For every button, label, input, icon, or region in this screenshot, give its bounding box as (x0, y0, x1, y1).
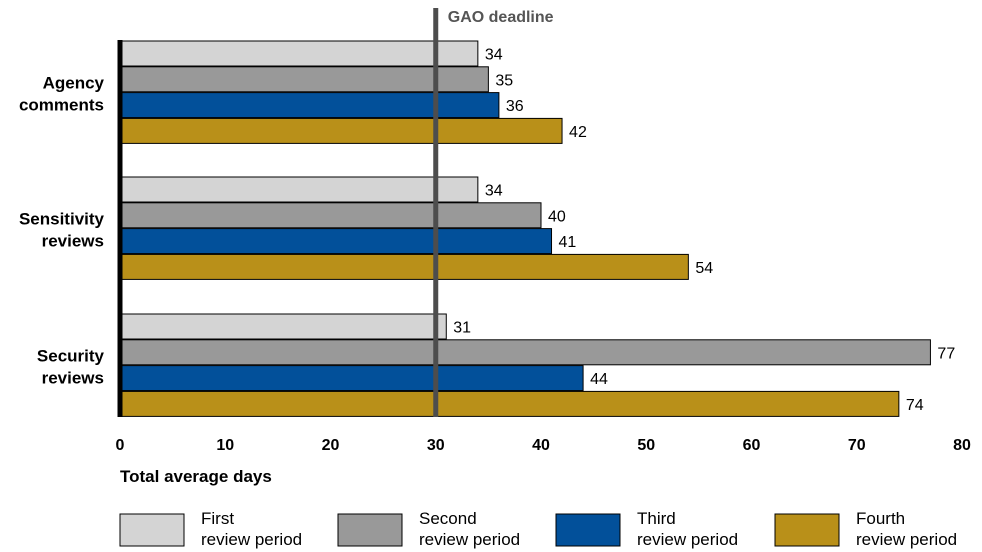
legend-label-line: Second (419, 509, 477, 528)
bar-value-label: 44 (590, 371, 608, 388)
bar (119, 40, 479, 67)
bar (119, 202, 542, 229)
legend-label-line: Third (637, 509, 676, 528)
x-tick-labels-layer: 0 10 20 30 40 50 60 70 80 (116, 437, 971, 454)
legend-label-line: review period (856, 530, 957, 549)
legend-swatch (337, 513, 403, 547)
legend-swatch (555, 513, 621, 547)
x-tick-label: 70 (848, 437, 866, 454)
bar (119, 339, 931, 366)
bar (119, 390, 900, 417)
legend-label-line: First (201, 509, 234, 528)
legend-swatch (119, 513, 185, 547)
legend-label-line: Fourth (856, 509, 905, 528)
bar-value-label: 36 (506, 98, 524, 115)
bar-value-label: 34 (485, 183, 503, 200)
category-label-line: Sensitivity (19, 210, 105, 229)
x-tick-label: 10 (216, 437, 234, 454)
x-tick-label: 20 (322, 437, 340, 454)
bar-value-label: 42 (569, 124, 587, 141)
bar (119, 313, 447, 340)
bar (119, 117, 563, 144)
bar (119, 92, 500, 119)
category-label-line: Agency (43, 74, 105, 93)
category-label-line: reviews (42, 369, 104, 388)
bars-layer (119, 40, 931, 417)
bar-value-label: 41 (559, 234, 577, 251)
value-labels-layer: 34 34 31 35 40 77 36 41 44 42 54 74 (453, 47, 955, 414)
gao-deadline-label: GAO deadline (448, 9, 554, 26)
legend-label: Third review period (637, 509, 738, 549)
category-label-line: reviews (42, 232, 104, 251)
bar (119, 365, 584, 392)
legend-swatch (774, 513, 840, 547)
x-tick-label: 60 (743, 437, 761, 454)
legend-label: Fourth review period (856, 509, 957, 549)
category-label-line: comments (19, 96, 104, 115)
x-tick-label: 80 (953, 437, 971, 454)
legend-label: Second review period (419, 509, 520, 549)
legend-label-line: review period (201, 530, 302, 549)
bar-value-label: 40 (548, 208, 566, 225)
bar (119, 66, 489, 93)
bar (119, 228, 553, 255)
x-tick-label: 50 (637, 437, 655, 454)
bar-value-label: 34 (485, 47, 503, 64)
x-tick-label: 40 (532, 437, 550, 454)
x-axis-title: Total average days (120, 467, 272, 486)
legend-label-line: review period (637, 530, 738, 549)
legend-label-line: review period (419, 530, 520, 549)
x-tick-label: 30 (427, 437, 445, 454)
bar-value-label: 35 (495, 72, 513, 89)
bar-value-label: 54 (695, 260, 713, 277)
category-label: Sensitivity reviews (19, 210, 105, 251)
category-label: Security reviews (37, 347, 105, 388)
bar-value-label: 77 (937, 345, 955, 362)
bar-value-label: 74 (906, 397, 924, 414)
category-label-line: Security (37, 347, 105, 366)
bar-value-label: 31 (453, 320, 471, 337)
x-tick-label: 0 (116, 437, 125, 454)
bar (119, 176, 479, 203)
bar (119, 253, 689, 280)
category-label: Agency comments (19, 74, 105, 115)
legend-label: First review period (201, 509, 302, 549)
reference-line-group: GAO deadline (433, 8, 554, 417)
